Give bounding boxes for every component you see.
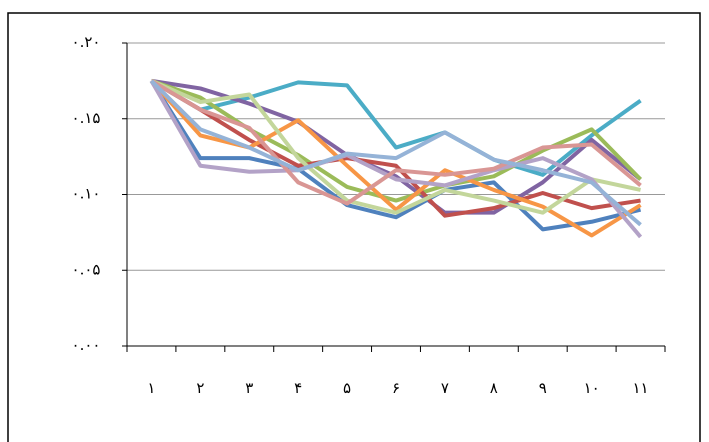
series-line [149, 79, 643, 239]
y-tick-label: ٠.٠٠ [72, 336, 101, 354]
y-tick-label: ٠.٠۵ [72, 260, 101, 278]
y-tick-label: ٠.٢٠ [72, 33, 101, 51]
series-line [150, 79, 642, 177]
series-line [149, 79, 642, 232]
x-tick-label: ١٠ [584, 379, 600, 397]
x-tick-label: ٧ [441, 379, 449, 397]
series-line [150, 78, 642, 203]
x-tick-label: ۵ [343, 379, 351, 397]
series-line [150, 79, 641, 218]
x-tick-label: ۶ [392, 379, 400, 397]
series-line [150, 79, 642, 227]
x-tick-label: ٩ [539, 379, 547, 397]
chart-frame [7, 12, 701, 442]
x-tick-label: ٢ [196, 379, 204, 397]
x-tick-label: ١ [147, 379, 155, 397]
y-tick-label: ٠.١۵ [72, 109, 101, 127]
y-tick-label: ٠.١٠ [72, 185, 101, 203]
x-tick-label: ٣ [245, 379, 253, 397]
series-line [150, 79, 641, 215]
x-tick-label: ٨ [490, 379, 498, 397]
series-line [150, 79, 642, 206]
x-tick-label: ۴ [294, 379, 302, 397]
x-tick-label: ١١ [632, 379, 648, 397]
